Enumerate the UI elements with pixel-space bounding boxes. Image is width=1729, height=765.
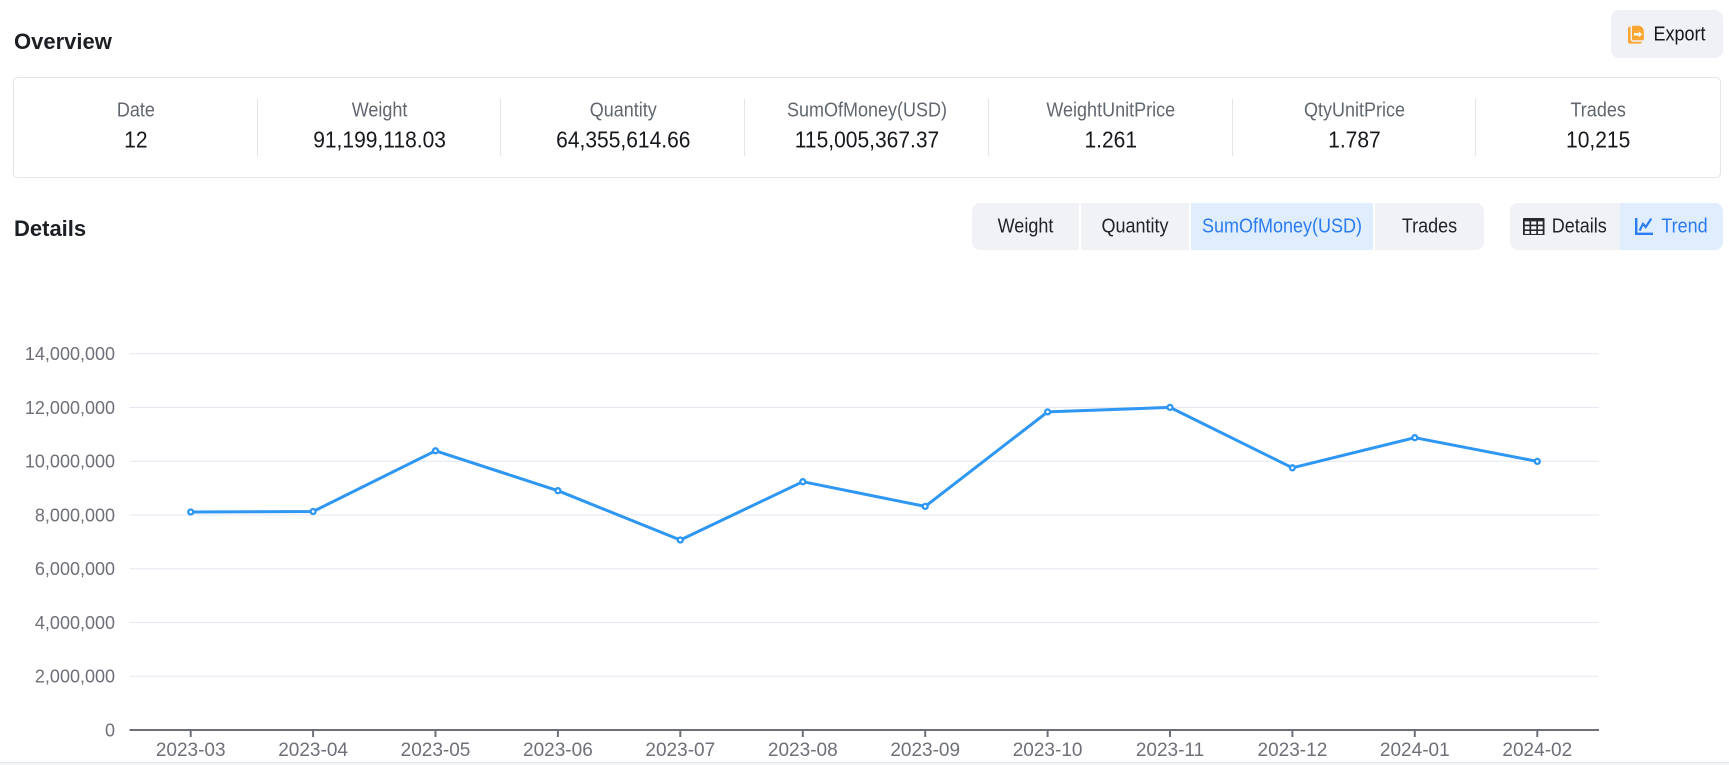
svg-text:2023-08: 2023-08 [768, 740, 838, 761]
svg-text:2023-03: 2023-03 [156, 740, 226, 761]
svg-text:2,000,000: 2,000,000 [35, 667, 115, 687]
svg-text:14,000,000: 14,000,000 [25, 344, 115, 364]
svg-text:2023-04: 2023-04 [278, 740, 348, 761]
svg-text:4,000,000: 4,000,000 [35, 613, 115, 633]
svg-text:0: 0 [105, 720, 115, 740]
svg-text:8,000,000: 8,000,000 [35, 505, 115, 525]
svg-text:2023-12: 2023-12 [1258, 740, 1328, 761]
svg-text:10,000,000: 10,000,000 [25, 452, 115, 472]
svg-text:2023-07: 2023-07 [645, 740, 715, 761]
svg-text:2023-11: 2023-11 [1136, 740, 1204, 761]
svg-text:2023-06: 2023-06 [523, 740, 593, 761]
svg-text:12,000,000: 12,000,000 [25, 398, 115, 418]
svg-text:6,000,000: 6,000,000 [35, 559, 115, 579]
svg-text:2024-01: 2024-01 [1380, 740, 1450, 761]
svg-text:2023-10: 2023-10 [1013, 740, 1083, 761]
svg-text:2024-02: 2024-02 [1502, 740, 1572, 761]
svg-text:2023-05: 2023-05 [401, 740, 471, 761]
svg-text:2023-09: 2023-09 [890, 740, 960, 761]
